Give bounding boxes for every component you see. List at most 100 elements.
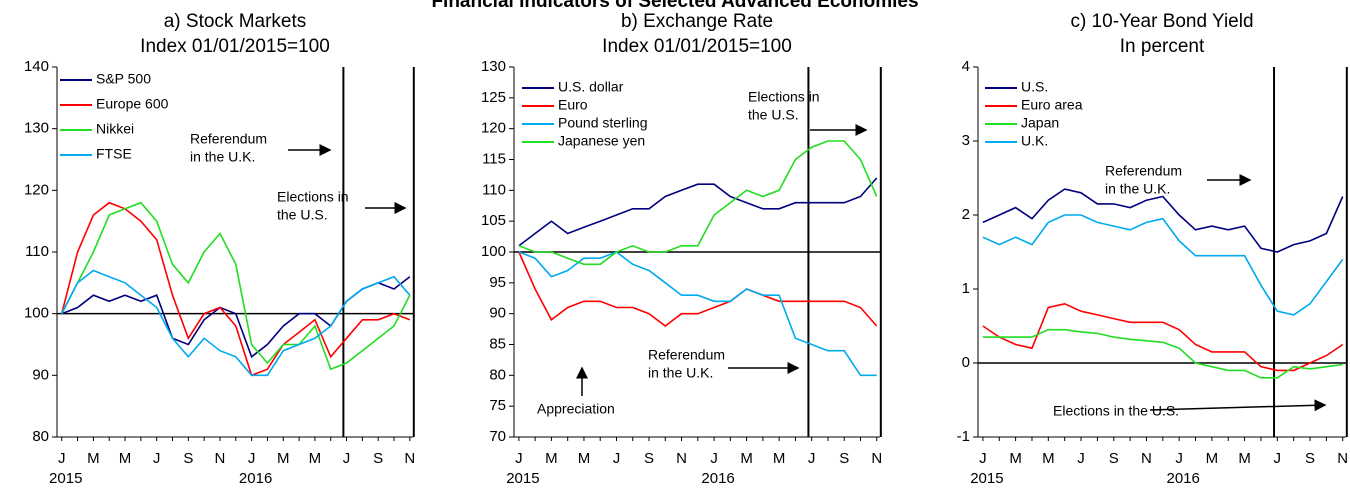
legend-label: U.S. — [1021, 79, 1048, 95]
legend-label: FTSE — [96, 146, 132, 162]
y-tick-label: 140 — [24, 58, 49, 75]
y-tick-label: 80 — [489, 366, 506, 383]
annotation: Elections in the U.S. — [1053, 403, 1179, 419]
x-tick-label: J — [343, 450, 351, 467]
x-tick-label: N — [215, 450, 226, 467]
figure-title: Financial Indicators of Selected Advance… — [431, 0, 918, 12]
legend-label: Nikkei — [96, 121, 134, 137]
y-tick-label: 80 — [32, 428, 49, 445]
x-tick-label: S — [183, 450, 193, 467]
x-tick-label: N — [404, 450, 415, 467]
x-tick-label: M — [1042, 450, 1055, 467]
annotation: the U.S. — [277, 207, 328, 223]
x-tick-label: M — [740, 450, 753, 467]
y-tick-label: 75 — [489, 397, 506, 414]
y-tick-label: 110 — [25, 243, 49, 260]
x-tick-label: M — [773, 450, 786, 467]
panel-subtitle: Index 01/01/2015=100 — [602, 36, 792, 57]
series-line — [982, 302, 1344, 372]
y-tick-label: 90 — [489, 305, 506, 322]
x-tick-label: J — [1175, 450, 1183, 467]
x-tick-label: J — [979, 450, 987, 467]
y-tick-label: 110 — [482, 181, 506, 198]
panel-title: a) Stock Markets — [164, 11, 307, 32]
x-tick-label: M — [1238, 450, 1251, 467]
x-tick-label: N — [1337, 450, 1348, 467]
annotation: Elections in — [748, 89, 820, 105]
year-label: 2015 — [49, 470, 82, 487]
x-tick-label: M — [277, 450, 290, 467]
y-tick-label: 105 — [481, 212, 506, 229]
y-tick-label: 100 — [24, 305, 49, 322]
year-label: 2016 — [1166, 470, 1199, 487]
x-tick-label: S — [1109, 450, 1119, 467]
legend-label: Euro area — [1021, 97, 1083, 113]
y-tick-label: 130 — [481, 58, 506, 75]
y-tick-label: 70 — [489, 428, 506, 445]
y-tick-label: 3 — [962, 132, 970, 149]
y-tick-label: 1 — [962, 280, 970, 297]
x-tick-label: S — [1305, 450, 1315, 467]
annotation-arrow — [1149, 399, 1327, 412]
annotation: Referendum — [190, 131, 267, 147]
year-label: 2015 — [506, 470, 539, 487]
series-line — [982, 328, 1343, 379]
x-tick-label: N — [676, 450, 687, 467]
series-line — [518, 140, 878, 266]
legend-label: Euro — [558, 97, 588, 113]
annotation: in the U.K. — [190, 149, 255, 165]
x-tick-label: J — [1077, 450, 1085, 467]
series-line — [982, 214, 1344, 316]
legend-label: S&P 500 — [96, 71, 151, 87]
legend-label: Japanese yen — [558, 133, 645, 149]
x-tick-label: J — [515, 450, 523, 467]
year-label: 2016 — [701, 470, 734, 487]
legend-label: Europe 600 — [96, 96, 169, 112]
year-label: 2016 — [239, 470, 272, 487]
legend-label: Pound sterling — [558, 115, 648, 131]
x-tick-label: J — [613, 450, 621, 467]
panel-subtitle: In percent — [1120, 36, 1205, 57]
annotation: Elections in — [277, 189, 349, 205]
x-tick-label: S — [644, 450, 654, 467]
annotation: Appreciation — [537, 401, 615, 417]
x-tick-label: J — [710, 450, 718, 467]
annotation: the U.S. — [748, 107, 799, 123]
y-tick-label: 85 — [489, 335, 506, 352]
y-tick-label: 125 — [481, 89, 506, 106]
x-tick-label: J — [248, 450, 256, 467]
x-tick-label: J — [1274, 450, 1282, 467]
x-tick-label: M — [1009, 450, 1022, 467]
x-tick-label: M — [545, 450, 558, 467]
x-tick-label: M — [87, 450, 100, 467]
panel-title: b) Exchange Rate — [621, 11, 773, 32]
x-tick-label: N — [1141, 450, 1152, 467]
y-tick-label: 90 — [32, 366, 49, 383]
y-tick-label: 0 — [962, 354, 970, 371]
year-label: 2015 — [970, 470, 1003, 487]
annotation: Referendum — [1105, 163, 1182, 179]
series-line — [60, 201, 411, 377]
panel-subtitle: Index 01/01/2015=100 — [140, 36, 330, 57]
x-tick-label: J — [153, 450, 161, 467]
y-tick-label: 120 — [24, 181, 49, 198]
x-tick-label: J — [58, 450, 66, 467]
y-tick-label: 115 — [482, 150, 506, 167]
annotation: in the U.K. — [648, 365, 713, 381]
y-tick-label: 4 — [962, 58, 970, 75]
series-line — [982, 188, 1344, 253]
series-line — [61, 276, 411, 359]
y-tick-label: 95 — [489, 274, 506, 291]
y-tick-label: 130 — [24, 120, 49, 137]
y-tick-label: 120 — [481, 120, 506, 137]
y-tick-label: 100 — [481, 243, 506, 260]
series-line — [518, 251, 878, 328]
x-tick-label: S — [839, 450, 849, 467]
legend-label: U.K. — [1021, 133, 1048, 149]
x-tick-label: J — [808, 450, 816, 467]
x-tick-label: M — [309, 450, 322, 467]
y-tick-label: -1 — [957, 428, 970, 445]
series-line — [60, 201, 411, 371]
x-tick-label: M — [119, 450, 132, 467]
